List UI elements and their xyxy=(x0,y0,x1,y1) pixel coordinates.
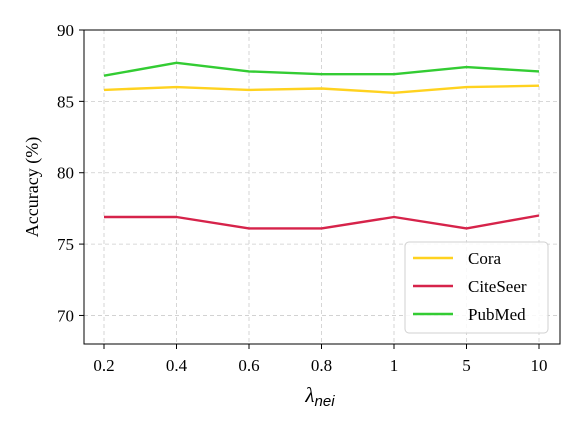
legend-label-citeseer: CiteSeer xyxy=(468,277,527,296)
y-tick-label: 75 xyxy=(57,235,74,254)
series-lines xyxy=(103,61,540,230)
x-tick-label: 0.2 xyxy=(93,356,114,375)
legend-box xyxy=(404,241,549,334)
series-line-pubmed xyxy=(103,61,540,77)
x-axis-label-main: λ xyxy=(304,383,314,407)
y-tick-label: 70 xyxy=(57,306,74,325)
x-axis-label: λnei xyxy=(304,383,335,410)
x-tick-label: 1 xyxy=(390,356,399,375)
x-tick-label: 0.6 xyxy=(238,356,259,375)
x-tick-label: 5 xyxy=(462,356,471,375)
x-tick-label: 0.8 xyxy=(311,356,332,375)
legend-entries: Cora CiteSeer PubMed xyxy=(413,249,527,324)
series-line-cora xyxy=(103,84,540,95)
legend-label-pubmed: PubMed xyxy=(468,305,526,324)
x-axis: 0.2 0.4 0.6 0.8 1 5 10 xyxy=(93,344,548,375)
series-line-citeseer xyxy=(104,214,540,230)
x-tick-label: 0.4 xyxy=(166,356,188,375)
legend-label-cora: Cora xyxy=(468,249,502,268)
y-tick-label: 90 xyxy=(57,21,74,40)
x-axis-label-subscript: nei xyxy=(315,393,336,410)
y-tick-label: 80 xyxy=(57,164,74,183)
y-tick-label: 85 xyxy=(57,92,74,111)
y-axis-label: Accuracy (%) xyxy=(22,137,43,237)
y-axis: 70 75 80 85 90 xyxy=(57,21,84,325)
legend: Cora CiteSeer PubMed xyxy=(404,241,549,334)
x-tick-label: 10 xyxy=(531,356,548,375)
